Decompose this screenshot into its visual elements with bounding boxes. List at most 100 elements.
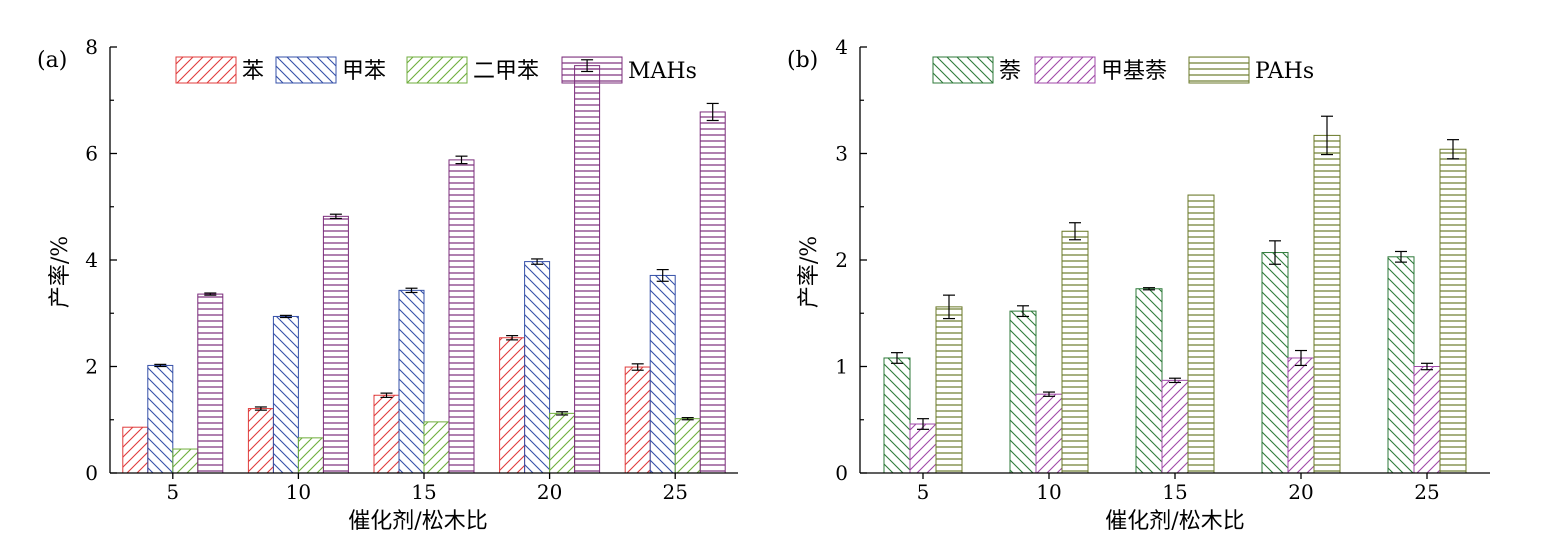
bar-a-0-3 — [499, 337, 526, 474]
legend-label-a-3: MAHs — [628, 59, 697, 84]
y-tick-label-b-0: 0 — [835, 461, 848, 485]
error-bar-b-0-3 — [1269, 240, 1281, 265]
error-bar-a-1-3 — [531, 258, 544, 265]
bar-b-2-0 — [935, 306, 963, 474]
y-tick-label-b-2: 2 — [835, 248, 848, 272]
error-bar-b-0-4 — [1395, 250, 1407, 263]
x-tick-label-a-3: 20 — [537, 480, 562, 504]
error-bar-b-2-0 — [943, 294, 955, 320]
error-bar-b-2-1 — [1069, 222, 1081, 241]
y-tick-label-a-2: 4 — [85, 248, 98, 272]
bar-a-1-2 — [398, 289, 425, 474]
legend-swatch-b-2 — [1188, 56, 1250, 84]
error-bar-b-1-0 — [917, 418, 929, 430]
legend-swatch-a-2 — [406, 56, 468, 84]
x-tick-label-b-4: 25 — [1414, 480, 1439, 504]
y-tick-label-a-0: 0 — [85, 461, 98, 485]
legend-swatch-b-0 — [932, 56, 994, 84]
panel-a-y-axis-title: 产率/% — [48, 236, 73, 308]
bar-b-1-3 — [1287, 357, 1315, 474]
bar-a-2-2 — [423, 421, 450, 474]
bar-b-1-1 — [1035, 393, 1063, 474]
panel-b-plot: 0 1 2 3 4 5 10 15 20 25 — [835, 35, 1490, 504]
error-bar-a-1-0 — [154, 363, 167, 368]
bar-a-3-3 — [574, 65, 601, 474]
panel-a-x-axis-title: 催化剂/松木比 — [348, 509, 487, 534]
bar-a-0-2 — [373, 394, 400, 474]
y-tick-label-a-3: 6 — [85, 142, 98, 166]
bar-b-2-3 — [1313, 134, 1341, 474]
bar-a-0-0 — [122, 426, 149, 474]
bar-a-1-4 — [649, 274, 676, 474]
x-tick-label-a-4: 25 — [662, 480, 687, 504]
bar-b-1-0 — [909, 423, 937, 474]
y-tick-label-b-4: 4 — [835, 35, 848, 59]
panel-b-label: (b) — [787, 48, 818, 73]
panel-a-legend: 苯 甲苯 二甲苯 MAHs — [175, 56, 697, 84]
legend-swatch-a-0 — [175, 56, 237, 84]
error-bar-b-0-2 — [1143, 287, 1155, 291]
error-bar-b-1-2 — [1169, 377, 1181, 384]
x-tick-label-a-0: 5 — [166, 480, 179, 504]
panel-a-label: (a) — [37, 48, 67, 73]
bar-b-0-4 — [1387, 256, 1415, 474]
error-bar-a-2-3 — [556, 411, 569, 416]
error-bar-a-3-3 — [581, 59, 594, 73]
x-tick-label-b-0: 5 — [917, 480, 930, 504]
x-tick-label-b-1: 10 — [1036, 480, 1061, 504]
error-bar-b-1-1 — [1043, 391, 1055, 397]
bar-b-0-0 — [883, 357, 911, 474]
legend-label-a-0: 苯 — [242, 59, 264, 84]
legend-swatch-b-1 — [1034, 56, 1096, 84]
panel-a-plot: 0 2 4 6 8 5 10 15 20 25 — [85, 35, 738, 504]
x-tick-label-b-2: 15 — [1162, 480, 1187, 504]
panel-b: (b) 产率/% 催化剂/松木比 萘 甲基萘 PAHs 0 1 2 3 4 5 10 15 20 25 — [787, 35, 1490, 534]
legend-label-b-0: 萘 — [999, 59, 1021, 84]
error-bar-a-0-4 — [631, 363, 644, 371]
bar-a-2-4 — [674, 418, 701, 474]
bar-b-1-2 — [1161, 379, 1189, 474]
error-bar-a-1-4 — [656, 268, 669, 282]
error-bar-b-2-3 — [1321, 115, 1333, 156]
error-bar-a-3-1 — [329, 213, 342, 220]
bar-b-0-1 — [1009, 310, 1037, 474]
panel-b-y-axis-title: 产率/% — [797, 236, 822, 308]
error-bar-b-1-3 — [1295, 349, 1307, 367]
panel-a: (a) 产率/% 催化剂/松木比 苯 甲苯 二甲苯 MAHs 0 2 4 6 8 5 10 15 20… — [37, 35, 738, 534]
error-bar-b-2-4 — [1447, 139, 1459, 160]
error-bar-a-0-2 — [380, 392, 393, 398]
legend-label-a-2: 二甲苯 — [473, 59, 539, 84]
error-bar-a-2-4 — [681, 417, 694, 421]
bar-b-0-3 — [1261, 252, 1289, 474]
y-tick-label-a-4: 8 — [85, 35, 98, 59]
panel-b-legend: 萘 甲基萘 PAHs — [932, 56, 1314, 84]
legend-label-b-2: PAHs — [1255, 59, 1314, 84]
error-bar-a-1-1 — [279, 314, 292, 319]
bar-a-3-2 — [448, 159, 475, 474]
bar-a-1-3 — [524, 261, 551, 474]
x-tick-label-a-2: 15 — [411, 480, 436, 504]
y-tick-label-a-1: 2 — [85, 355, 98, 379]
y-tick-label-b-1: 1 — [835, 355, 848, 379]
bar-a-3-0 — [197, 293, 224, 474]
bar-a-2-1 — [297, 437, 324, 474]
bar-a-3-1 — [322, 215, 349, 474]
bar-b-2-1 — [1061, 230, 1089, 474]
bar-b-2-4 — [1439, 148, 1467, 474]
bar-b-2-2 — [1187, 194, 1215, 474]
x-tick-label-b-3: 20 — [1288, 480, 1313, 504]
bar-a-0-1 — [247, 408, 274, 474]
legend-label-b-1: 甲基萘 — [1101, 59, 1167, 84]
error-bar-b-0-0 — [891, 352, 903, 364]
error-bar-a-0-3 — [506, 335, 519, 341]
error-bar-a-1-2 — [405, 287, 418, 294]
error-bar-a-0-1 — [254, 406, 267, 411]
legend-label-a-1: 甲苯 — [342, 59, 386, 84]
error-bar-b-1-4 — [1421, 362, 1433, 371]
bar-a-1-0 — [147, 364, 174, 474]
bar-a-2-3 — [549, 412, 576, 474]
x-tick-label-a-1: 10 — [286, 480, 311, 504]
error-bar-a-3-0 — [204, 292, 217, 296]
